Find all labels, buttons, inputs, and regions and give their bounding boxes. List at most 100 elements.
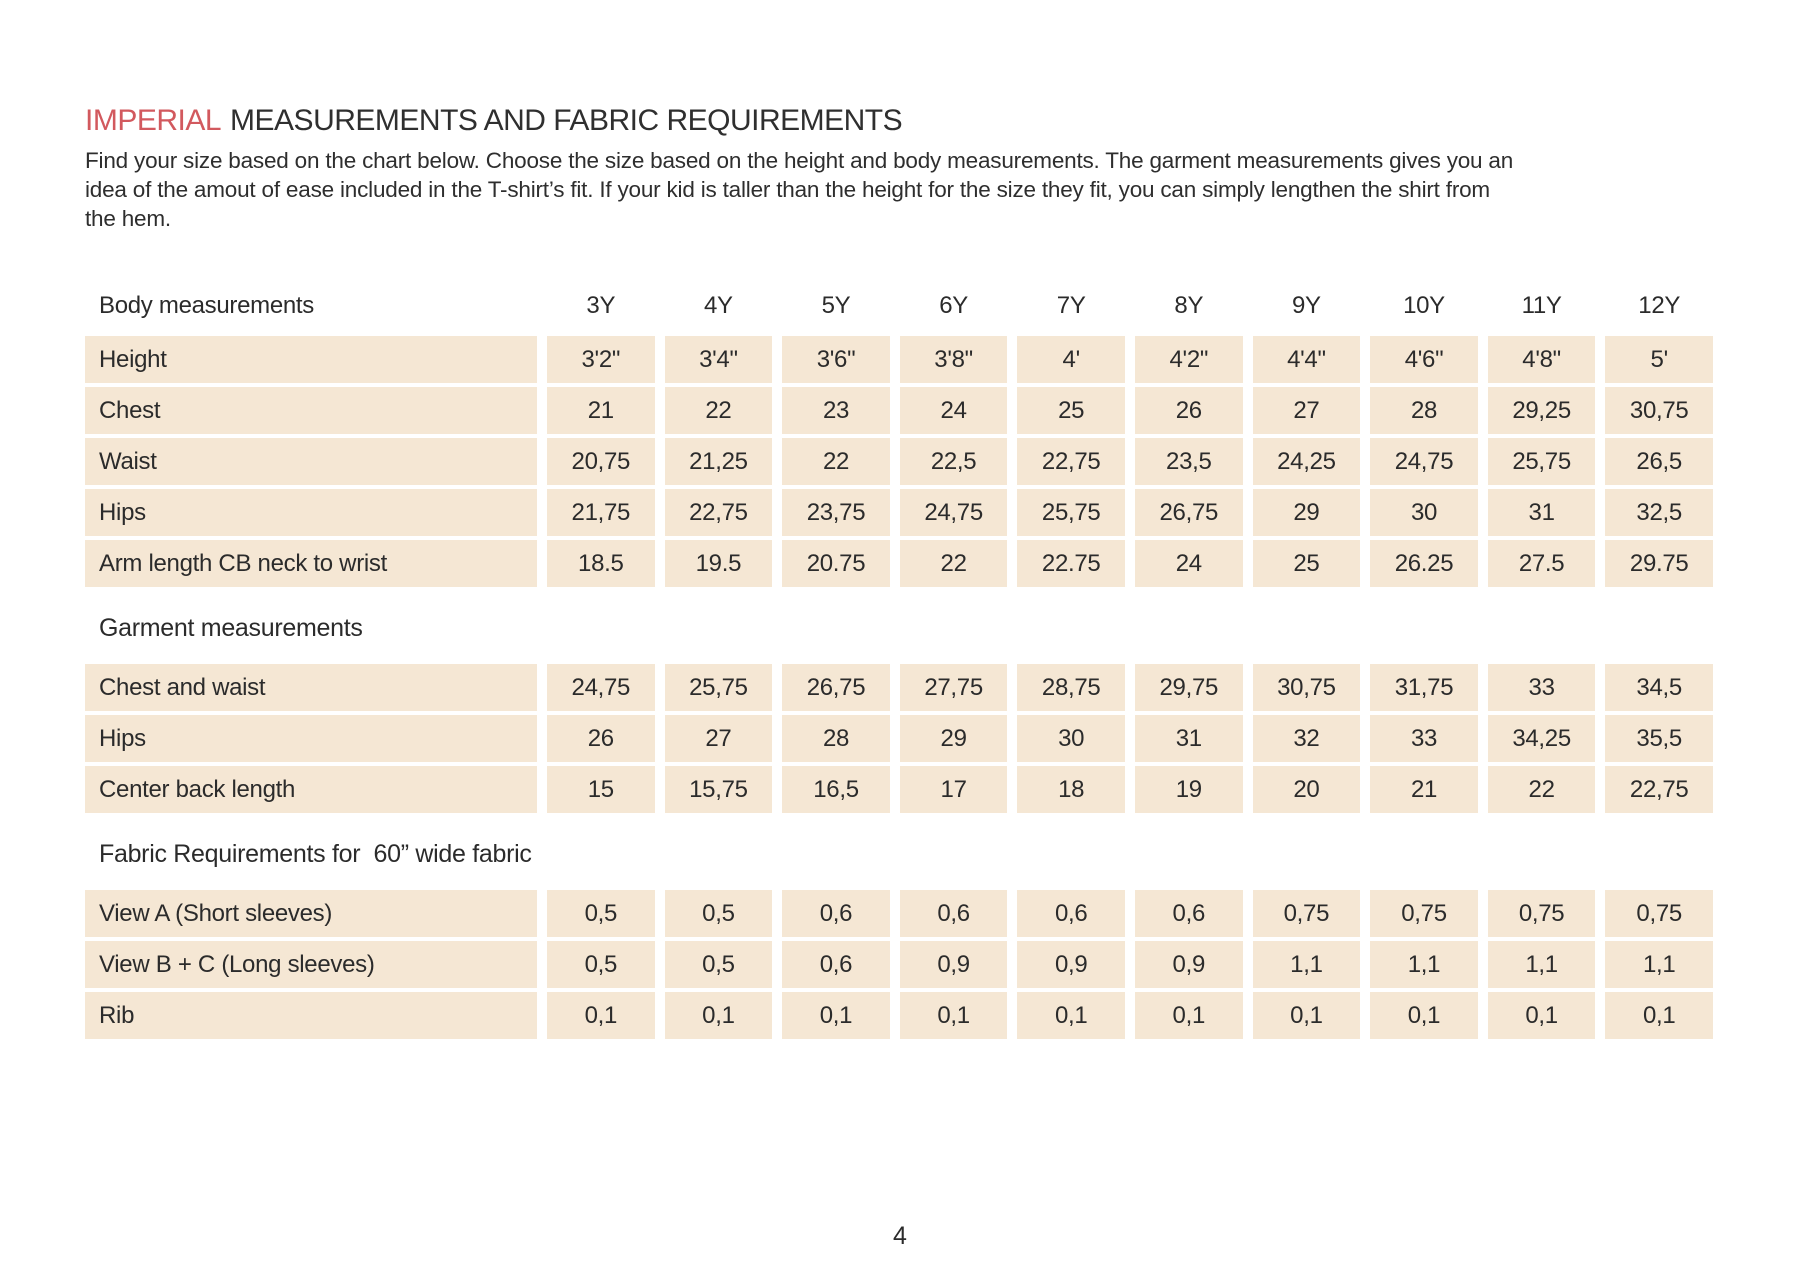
table-row: Chest and waist 24,75 25,75 26,75 27,75 28,75… (85, 664, 1713, 711)
table-row: Arm length CB neck to wrist 18.5 19.5 20.75… (85, 540, 1713, 587)
table-row: View B + C (Long sleeves) 0,5 0,5 0,6 0,9 0,9… (85, 941, 1713, 988)
table-cell: 26,75 (782, 664, 890, 711)
table-cell: 28 (782, 715, 890, 762)
table-cell: 24,75 (547, 664, 655, 711)
table-cell: 0,1 (664, 992, 773, 1039)
table-cell: 29,75 (1134, 664, 1243, 711)
table-cell: 20 (1252, 766, 1361, 813)
table-cell: 25 (1252, 540, 1361, 587)
table-cell: 26 (1134, 387, 1243, 434)
table-cell: 35,5 (1605, 715, 1713, 762)
row-label: Chest (85, 387, 537, 434)
table-cell: 33 (1370, 715, 1478, 762)
size-column-header: 11Y (1521, 292, 1562, 319)
page-title: IMPERIAL MEASUREMENTS AND FABRIC REQUIREM… (85, 104, 1713, 138)
table-cell: 0,1 (899, 992, 1008, 1039)
table-cell: 1,1 (1487, 941, 1596, 988)
table-row: Center back length 15 15,75 16,5 17 18 19 20 21 2… (85, 766, 1713, 813)
table-cell: 31 (1134, 715, 1243, 762)
table-cell: 31 (1487, 489, 1596, 536)
table-cell: 18 (1017, 766, 1125, 813)
table-cell: 4'2" (1134, 336, 1243, 383)
table-cell: 5' (1605, 336, 1713, 383)
table-cell: 0,5 (547, 941, 655, 988)
table-cell: 22 (899, 540, 1008, 587)
table-cell: 23,5 (1134, 438, 1243, 485)
size-table: Body measurements 3Y 4Y 5Y 6Y 7Y 8Y 9Y 10Y 11Y 12Y… (85, 285, 1713, 1039)
table-cell: 22,5 (899, 438, 1008, 485)
table-cell: 4'6" (1370, 336, 1478, 383)
row-label: Center back length (85, 766, 537, 813)
table-cell: 21,25 (664, 438, 773, 485)
table-cell: 0,6 (782, 890, 890, 937)
table-cell: 15 (547, 766, 655, 813)
table-cell: 30,75 (1252, 664, 1361, 711)
table-cell: 33 (1487, 664, 1596, 711)
table-cell: 25 (1017, 387, 1125, 434)
table-cell: 29 (1252, 489, 1361, 536)
table-cell: 0,6 (1017, 890, 1125, 937)
table-cell: 25,75 (1487, 438, 1596, 485)
row-label: Height (85, 336, 537, 383)
table-row: Rib 0,1 0,1 0,1 0,1 0,1 0,1 0,1 0,1 0,1 0,1 (85, 992, 1713, 1039)
table-cell: 0,1 (1605, 992, 1713, 1039)
table-cell: 30 (1017, 715, 1125, 762)
table-cell: 23 (782, 387, 890, 434)
table-cell: 22 (1487, 766, 1596, 813)
table-cell: 29 (899, 715, 1008, 762)
table-cell: 21 (547, 387, 655, 434)
table-cell: 1,1 (1370, 941, 1478, 988)
size-column-header: 6Y (939, 292, 968, 319)
table-row: Chest 21 22 23 24 25 26 27 28 29,25 30,75 (85, 387, 1713, 434)
table-cell: 4'4" (1252, 336, 1361, 383)
table-cell: 0,6 (899, 890, 1008, 937)
table-cell: 0,1 (547, 992, 655, 1039)
table-cell: 0,6 (1134, 890, 1243, 937)
table-cell: 27 (1252, 387, 1361, 434)
table-cell: 0,75 (1370, 890, 1478, 937)
table-cell: 24 (1134, 540, 1243, 587)
table-cell: 24 (899, 387, 1008, 434)
table-cell: 21,75 (547, 489, 655, 536)
table-cell: 30 (1370, 489, 1478, 536)
table-header-row: Body measurements 3Y 4Y 5Y 6Y 7Y 8Y 9Y 10Y 11Y 12Y (85, 285, 1713, 327)
table-cell: 22 (664, 387, 773, 434)
table-cell: 26,5 (1605, 438, 1713, 485)
table-cell: 27,75 (899, 664, 1008, 711)
table-cell: 24,75 (899, 489, 1008, 536)
row-label: Hips (85, 489, 537, 536)
row-label: View B + C (Long sleeves) (85, 941, 537, 988)
table-row: Hips 21,75 22,75 23,75 24,75 25,75 26,75 29 30 31… (85, 489, 1713, 536)
table-cell: 0,1 (1370, 992, 1478, 1039)
table-cell: 21 (1370, 766, 1478, 813)
table-cell: 20.75 (782, 540, 890, 587)
table-cell: 0,75 (1487, 890, 1596, 937)
page-content: IMPERIAL MEASUREMENTS AND FABRIC REQUIREM… (85, 104, 1713, 1043)
table-cell: 0,1 (782, 992, 890, 1039)
table-cell: 1,1 (1605, 941, 1713, 988)
table-row: Waist 20,75 21,25 22 22,5 22,75 23,5 24,25 24,75… (85, 438, 1713, 485)
table-cell: 15,75 (664, 766, 773, 813)
table-cell: 3'6" (782, 336, 890, 383)
size-column-header: 4Y (704, 292, 733, 319)
table-cell: 24,75 (1370, 438, 1478, 485)
table-cell: 22.75 (1017, 540, 1125, 587)
section-header: Fabric Requirements for 60” wide fabric (99, 840, 532, 868)
table-cell: 30,75 (1605, 387, 1713, 434)
table-cell: 25,75 (1017, 489, 1125, 536)
table-cell: 23,75 (782, 489, 890, 536)
table-cell: 29.75 (1605, 540, 1713, 587)
table-cell: 3'8" (899, 336, 1008, 383)
table-cell: 17 (899, 766, 1008, 813)
size-column-header: 8Y (1174, 292, 1204, 319)
size-column-header: 12Y (1638, 292, 1681, 319)
row-label: Waist (85, 438, 537, 485)
intro-paragraph: Find your size based on the chart below.… (85, 148, 1514, 231)
table-cell: 20,75 (547, 438, 655, 485)
table-cell: 22 (782, 438, 890, 485)
table-cell: 34,25 (1487, 715, 1596, 762)
table-cell: 28,75 (1017, 664, 1125, 711)
table-cell: 0,5 (547, 890, 655, 937)
table-cell: 4' (1017, 336, 1125, 383)
table-cell: 27 (664, 715, 773, 762)
